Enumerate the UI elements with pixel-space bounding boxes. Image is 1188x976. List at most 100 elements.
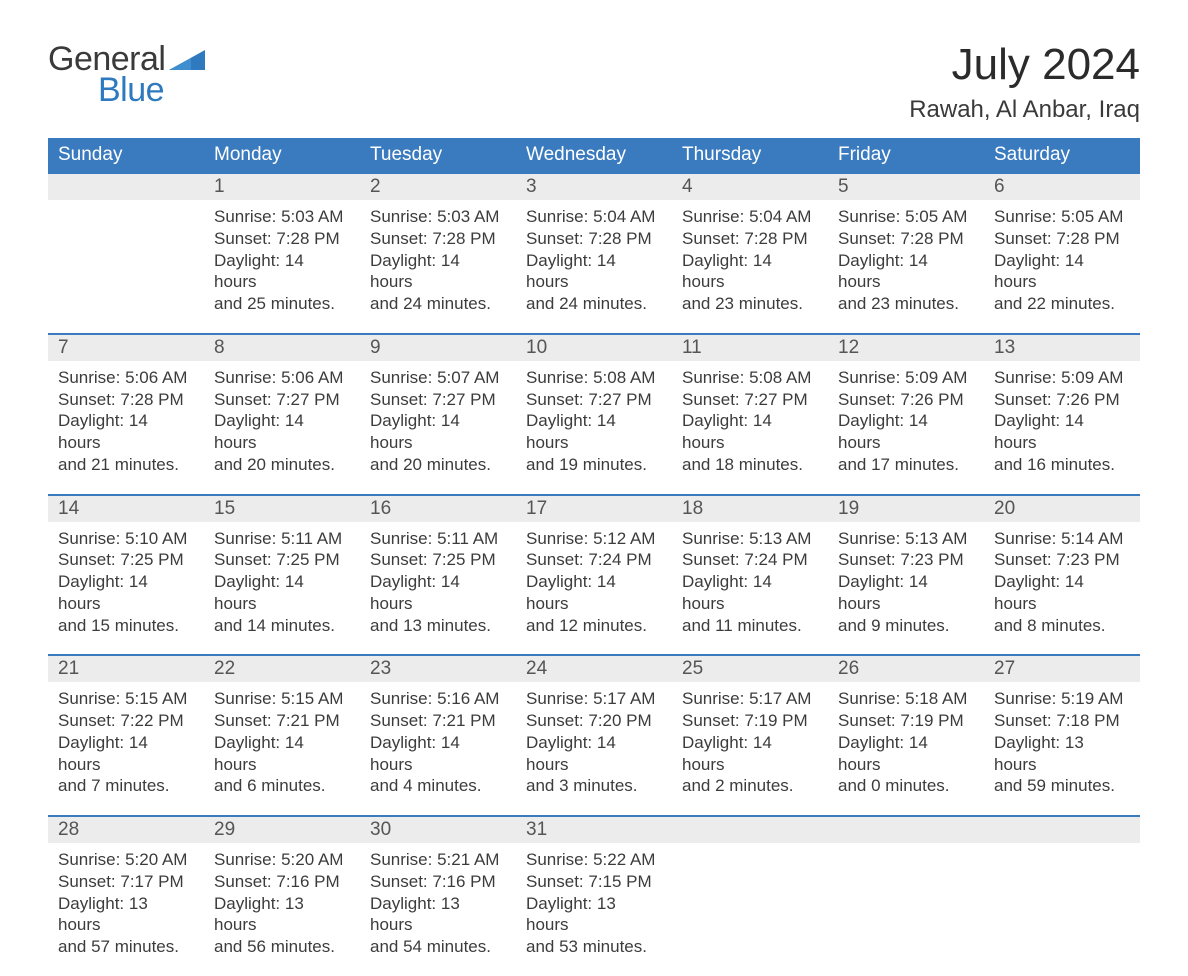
- daylight-text-2: and 19 minutes.: [526, 454, 662, 476]
- sunset-text: Sunset: 7:27 PM: [682, 389, 818, 411]
- day-number-cell: 16: [360, 495, 516, 522]
- brand-triangle-icon: [169, 48, 205, 75]
- day-content-cell: Sunrise: 5:04 AMSunset: 7:28 PMDaylight:…: [672, 200, 828, 334]
- calendar-table: SundayMondayTuesdayWednesdayThursdayFrid…: [48, 138, 1140, 976]
- sunset-text: Sunset: 7:27 PM: [214, 389, 350, 411]
- sunset-text: Sunset: 7:19 PM: [838, 710, 974, 732]
- daylight-text-1: Daylight: 13 hours: [58, 893, 194, 937]
- day-number-cell: 2: [360, 173, 516, 200]
- daylight-text-2: and 23 minutes.: [838, 293, 974, 315]
- daylight-text-1: Daylight: 14 hours: [838, 732, 974, 776]
- day-number-cell: 4: [672, 173, 828, 200]
- daylight-text-2: and 11 minutes.: [682, 615, 818, 637]
- day-content-cell: Sunrise: 5:05 AMSunset: 7:28 PMDaylight:…: [828, 200, 984, 334]
- day-number-cell: 1: [204, 173, 360, 200]
- week-daynum-row: 14151617181920: [48, 495, 1140, 522]
- page-header: General Blue July 2024 Rawah, Al Anbar, …: [48, 40, 1140, 124]
- sunrise-text: Sunrise: 5:11 AM: [214, 528, 350, 550]
- day-number-cell: 28: [48, 816, 204, 843]
- daylight-text-1: Daylight: 14 hours: [214, 732, 350, 776]
- day-number-cell: 19: [828, 495, 984, 522]
- day-number-cell: 30: [360, 816, 516, 843]
- daylight-text-1: Daylight: 13 hours: [214, 893, 350, 937]
- daylight-text-1: Daylight: 14 hours: [370, 250, 506, 294]
- day-content-cell: [984, 843, 1140, 976]
- sunrise-text: Sunrise: 5:04 AM: [526, 206, 662, 228]
- day-content-cell: Sunrise: 5:05 AMSunset: 7:28 PMDaylight:…: [984, 200, 1140, 334]
- sunset-text: Sunset: 7:21 PM: [370, 710, 506, 732]
- week-content-row: Sunrise: 5:03 AMSunset: 7:28 PMDaylight:…: [48, 200, 1140, 334]
- daylight-text-2: and 57 minutes.: [58, 936, 194, 958]
- day-number-cell: 29: [204, 816, 360, 843]
- sunset-text: Sunset: 7:28 PM: [994, 228, 1130, 250]
- daylight-text-2: and 6 minutes.: [214, 775, 350, 797]
- daylight-text-1: Daylight: 14 hours: [370, 732, 506, 776]
- sunrise-text: Sunrise: 5:03 AM: [214, 206, 350, 228]
- sunrise-text: Sunrise: 5:15 AM: [58, 688, 194, 710]
- sunrise-text: Sunrise: 5:20 AM: [58, 849, 194, 871]
- sunrise-text: Sunrise: 5:06 AM: [58, 367, 194, 389]
- day-number-cell: 22: [204, 655, 360, 682]
- day-content-cell: Sunrise: 5:08 AMSunset: 7:27 PMDaylight:…: [516, 361, 672, 495]
- brand-logo: General Blue: [48, 40, 205, 110]
- sunset-text: Sunset: 7:16 PM: [370, 871, 506, 893]
- week-daynum-row: 28293031: [48, 816, 1140, 843]
- sunset-text: Sunset: 7:24 PM: [526, 549, 662, 571]
- weekday-header: Friday: [828, 138, 984, 173]
- sunset-text: Sunset: 7:22 PM: [58, 710, 194, 732]
- sunrise-text: Sunrise: 5:05 AM: [994, 206, 1130, 228]
- daylight-text-1: Daylight: 13 hours: [370, 893, 506, 937]
- sunrise-text: Sunrise: 5:09 AM: [838, 367, 974, 389]
- sunrise-text: Sunrise: 5:08 AM: [682, 367, 818, 389]
- sunset-text: Sunset: 7:16 PM: [214, 871, 350, 893]
- day-number-cell: 8: [204, 334, 360, 361]
- sunset-text: Sunset: 7:28 PM: [682, 228, 818, 250]
- day-number-cell: 18: [672, 495, 828, 522]
- daylight-text-2: and 22 minutes.: [994, 293, 1130, 315]
- daylight-text-2: and 21 minutes.: [58, 454, 194, 476]
- sunset-text: Sunset: 7:20 PM: [526, 710, 662, 732]
- week-content-row: Sunrise: 5:15 AMSunset: 7:22 PM Daylight:…: [48, 682, 1140, 816]
- sunset-text: Sunset: 7:17 PM: [58, 871, 194, 893]
- sunrise-text: Sunrise: 5:22 AM: [526, 849, 662, 871]
- daylight-text-2: and 53 minutes.: [526, 936, 662, 958]
- day-content-cell: Sunrise: 5:03 AMSunset: 7:28 PMDaylight:…: [360, 200, 516, 334]
- day-content-cell: Sunrise: 5:13 AMSunset: 7:24 PMDaylight:…: [672, 522, 828, 656]
- day-content-cell: Sunrise: 5:07 AMSunset: 7:27 PMDaylight:…: [360, 361, 516, 495]
- daylight-text-1: Daylight: 14 hours: [214, 410, 350, 454]
- daylight-text-1: Daylight: 14 hours: [682, 571, 818, 615]
- day-number-cell: 10: [516, 334, 672, 361]
- title-block: July 2024 Rawah, Al Anbar, Iraq: [909, 40, 1140, 124]
- day-number-cell: 12: [828, 334, 984, 361]
- day-content-cell: Sunrise: 5:04 AMSunset: 7:28 PMDaylight:…: [516, 200, 672, 334]
- day-number-cell: [828, 816, 984, 843]
- sunset-text: Sunset: 7:15 PM: [526, 871, 662, 893]
- daylight-text-1: Daylight: 14 hours: [58, 571, 194, 615]
- daylight-text-1: Daylight: 14 hours: [526, 410, 662, 454]
- weekday-header: Wednesday: [516, 138, 672, 173]
- day-content-cell: Sunrise: 5:09 AMSunset: 7:26 PMDaylight:…: [828, 361, 984, 495]
- sunrise-text: Sunrise: 5:12 AM: [526, 528, 662, 550]
- day-content-cell: Sunrise: 5:11 AMSunset: 7:25 PMDaylight:…: [204, 522, 360, 656]
- sunrise-text: Sunrise: 5:06 AM: [214, 367, 350, 389]
- day-content-cell: Sunrise: 5:15 AMSunset: 7:22 PMDaylight:…: [48, 682, 204, 816]
- daylight-text-1: Daylight: 14 hours: [526, 571, 662, 615]
- sunset-text: Sunset: 7:28 PM: [58, 389, 194, 411]
- sunrise-text: Sunrise: 5:17 AM: [682, 688, 818, 710]
- daylight-text-1: Daylight: 14 hours: [682, 250, 818, 294]
- day-content-cell: Sunrise: 5:06 AMSunset: 7:27 PMDaylight:…: [204, 361, 360, 495]
- day-content-cell: Sunrise: 5:18 AMSunset: 7:19 PMDaylight:…: [828, 682, 984, 816]
- day-content-cell: Sunrise: 5:17 AMSunset: 7:19 PMDaylight:…: [672, 682, 828, 816]
- daylight-text-1: Daylight: 14 hours: [994, 250, 1130, 294]
- daylight-text-2: and 20 minutes.: [214, 454, 350, 476]
- day-content-cell: Sunrise: 5:21 AMSunset: 7:16 PMDaylight:…: [360, 843, 516, 976]
- weekday-header: Thursday: [672, 138, 828, 173]
- sunrise-text: Sunrise: 5:08 AM: [526, 367, 662, 389]
- day-content-cell: [828, 843, 984, 976]
- daylight-text-1: Daylight: 14 hours: [214, 250, 350, 294]
- daylight-text-2: and 2 minutes.: [682, 775, 818, 797]
- month-title: July 2024: [909, 40, 1140, 90]
- sunrise-text: Sunrise: 5:14 AM: [994, 528, 1130, 550]
- sunset-text: Sunset: 7:28 PM: [526, 228, 662, 250]
- weekday-header: Sunday: [48, 138, 204, 173]
